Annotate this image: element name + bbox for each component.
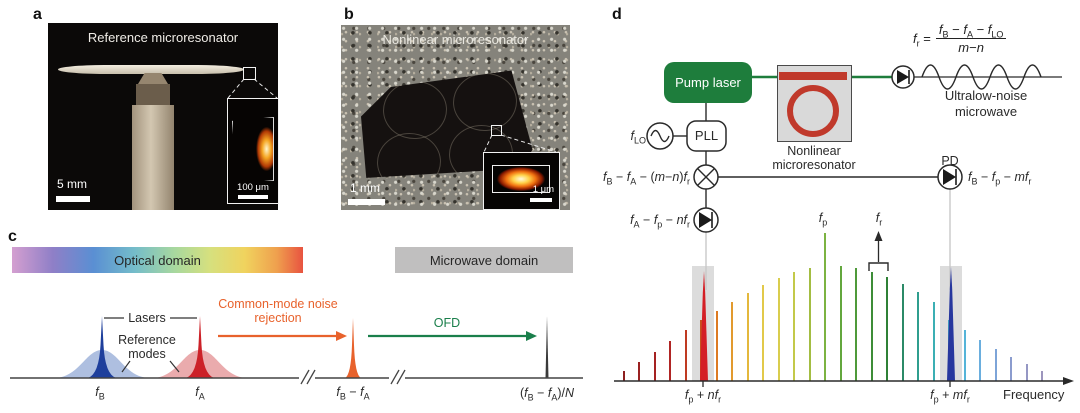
mode-profile-a <box>232 117 274 181</box>
panel-a-scale-text: 5 mm <box>57 177 87 191</box>
lasers-label: Lasers <box>128 311 166 325</box>
panel-b-label: b <box>344 6 354 23</box>
frequency-axis-label: Frequency <box>1003 387 1065 402</box>
formula-numerator: fB − fA − fLO <box>935 22 1007 39</box>
panel-c-label: c <box>8 228 17 245</box>
microresonator-disc <box>58 65 244 74</box>
f-B-axis-label: fB <box>95 385 105 402</box>
common-mode-noise-rejection-label: Common-mode noise rejection <box>218 297 338 325</box>
zoom-region-box <box>243 67 256 80</box>
microwave-domain-bar: Microwave domain <box>395 247 573 273</box>
panel-d-label: d <box>612 6 622 23</box>
repetition-rate-formula: fr = fB − fA − fLO m−n <box>913 22 1007 55</box>
panel-b-overlay-svg <box>483 134 557 153</box>
resonator-caption: Nonlinear microresonator <box>772 144 856 172</box>
panel-a-label: a <box>33 6 42 23</box>
comb-spectrum <box>623 233 1043 381</box>
disc-hub <box>138 73 168 84</box>
f-r-label: fr <box>875 211 883 228</box>
zoom-region-box <box>491 125 502 136</box>
panel-b-photo: Nonlinear microresonator 1 μm 1 mm <box>341 25 570 210</box>
nonlinear-microresonator-box <box>777 65 852 142</box>
ultralow-noise-label: Ultralow-noise microwave <box>944 88 1028 119</box>
panel-a-title: Reference microresonator <box>87 30 239 45</box>
waveguide-bar <box>779 72 847 80</box>
panel-a-photo: Reference microresonator 100 μm 5 mm <box>48 23 279 210</box>
f-lo-label: fLO <box>630 129 647 146</box>
formula-denominator: m−n <box>958 40 984 55</box>
panel-a-inset: 100 μm <box>227 98 279 204</box>
optical-domain-bar: Optical domain <box>12 247 303 273</box>
mixer-output-label: fB − fA − (m−n)fr <box>602 170 690 187</box>
panel-a-inset-scale-bar <box>238 195 268 199</box>
panel-a-overlay-svg <box>227 78 278 99</box>
pd-mid-icon <box>693 207 719 233</box>
microring-icon <box>787 85 839 137</box>
panel-b-title: Nonlinear microresonator <box>382 32 529 47</box>
panel-d-schematic-svg <box>614 64 1074 387</box>
mode-profile-b <box>492 165 550 193</box>
pd-m-beat-label: fB − fp − mfr <box>968 170 1032 187</box>
comb-m-axis-label: fp + mfr <box>930 388 970 405</box>
pd-top-icon <box>891 65 915 89</box>
mount-post <box>132 105 174 210</box>
panel-b-scale-bar <box>348 199 385 205</box>
mount-chuck <box>136 84 170 105</box>
panel-a-scale-bar <box>56 196 90 202</box>
pump-laser-box: Pump laser <box>664 62 752 103</box>
panel-b-inset-scale-bar <box>530 198 552 202</box>
f-A-axis-label: fA <box>195 385 205 402</box>
formula-lhs: fr = <box>913 31 931 49</box>
pd-label: PD <box>941 154 959 168</box>
pd-n-beat-label: fA − fp − nfr <box>630 213 690 230</box>
beat-axis-label: fB − fA <box>336 385 370 402</box>
pll-label: PLL <box>694 128 719 143</box>
panel-a-inset-scale-text: 100 μm <box>237 182 269 193</box>
panel-b-inset: 1 μm <box>483 152 560 210</box>
panel-c-spectrum-svg <box>10 316 583 385</box>
pd-right-icon <box>937 164 963 190</box>
divided-axis-label: (fB − fA)/N <box>519 386 575 403</box>
panel-b-inset-scale-text: 1 μm <box>532 184 554 195</box>
panel-b-scale-text: 1 mm <box>350 181 380 195</box>
f-p-label: fp <box>818 211 828 228</box>
comb-n-axis-label: fp + nfr <box>684 388 722 405</box>
reference-modes-label: Reference modes <box>118 333 176 361</box>
ofd-label: OFD <box>433 316 461 330</box>
